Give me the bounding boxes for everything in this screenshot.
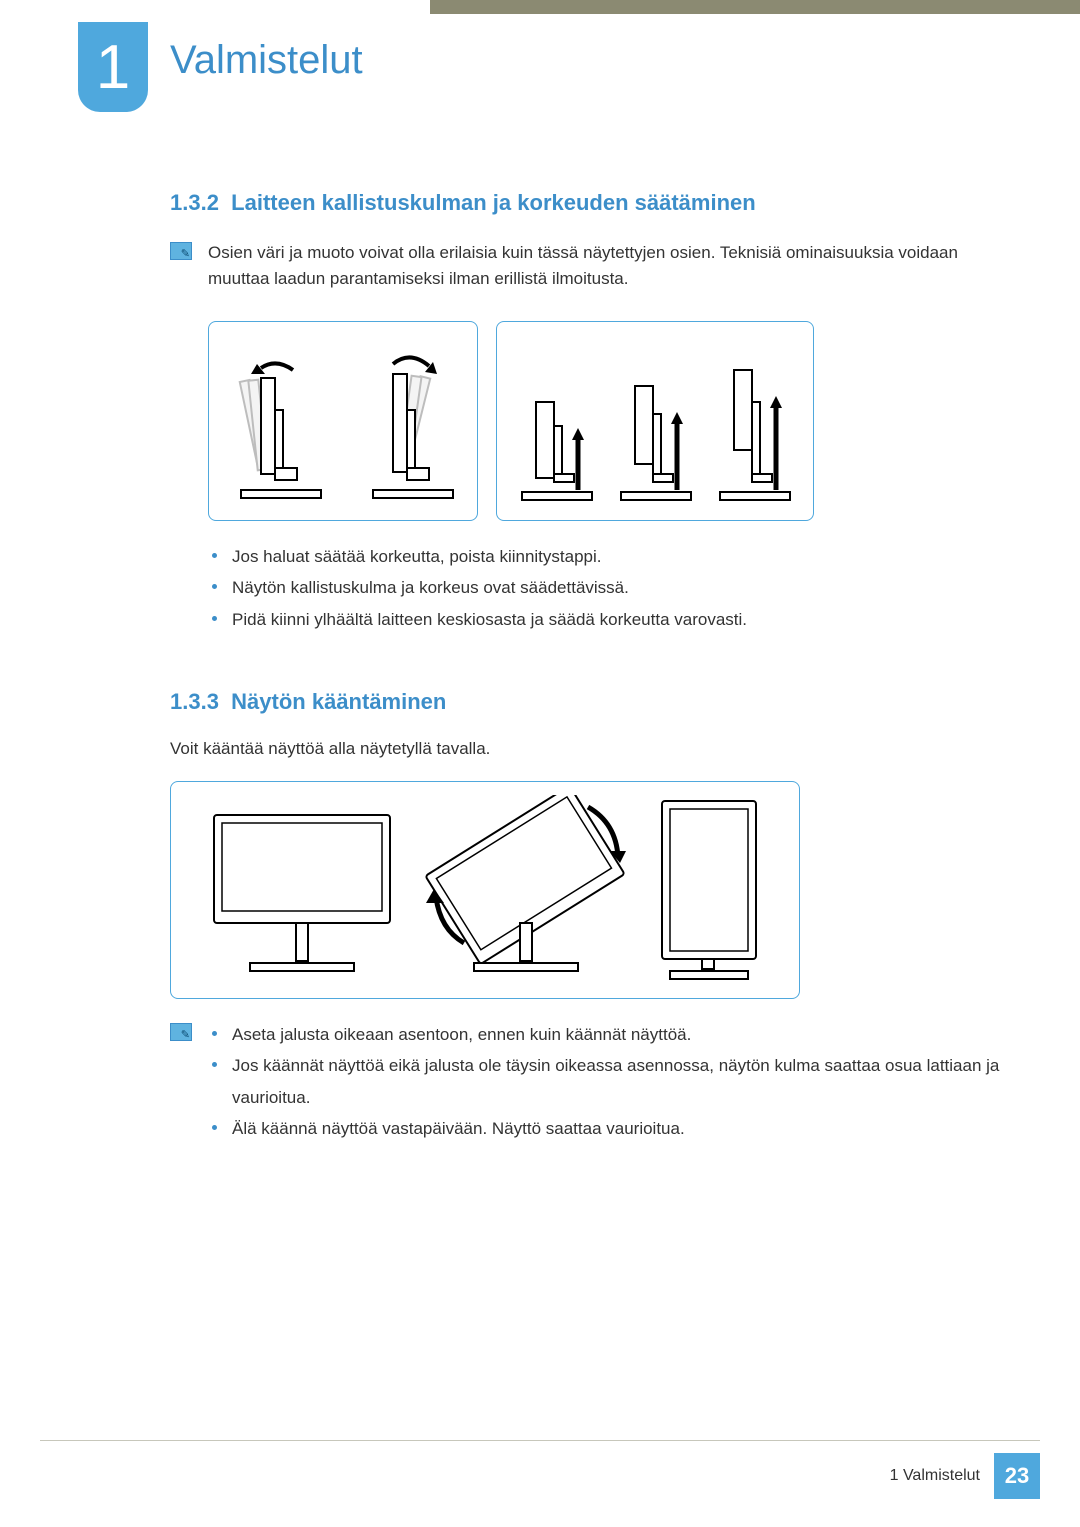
section-num: 1.3.3 — [170, 689, 219, 714]
chapter-number-badge: 1 — [78, 22, 148, 112]
list-item: Aseta jalusta oikeaan asentoon, ennen ku… — [208, 1019, 1000, 1050]
list-item: Jos haluat säätää korkeutta, poista kiin… — [208, 541, 1000, 572]
figure-height — [496, 321, 814, 521]
figure-rotate — [170, 781, 800, 999]
bullet-list-132: Jos haluat säätää korkeutta, poista kiin… — [208, 541, 1000, 635]
height-pos-low-icon — [512, 340, 600, 510]
section-title: Näytön kääntäminen — [231, 689, 446, 714]
figure-row-tilt-height — [208, 321, 1000, 521]
height-pos-high-icon — [710, 340, 798, 510]
bullet-list-133: Aseta jalusta oikeaan asentoon, ennen ku… — [208, 1019, 1000, 1145]
section-intro-133: Voit kääntää näyttöä alla näytetyllä tav… — [170, 739, 1000, 759]
list-item: Älä käännä näyttöä vastapäivään. Näyttö … — [208, 1113, 1000, 1144]
note-block-1: Osien väri ja muoto voivat olla erilaisi… — [170, 240, 1000, 293]
page-content: 1.3.2 Laitteen kallistuskulman ja korkeu… — [170, 190, 1000, 1145]
note-block-2: Aseta jalusta oikeaan asentoon, ennen ku… — [170, 1019, 1000, 1145]
footer-rule — [40, 1440, 1040, 1441]
top-accent-bar — [430, 0, 1080, 14]
figure-tilt — [208, 321, 478, 521]
list-item: Jos käännät näyttöä eikä jalusta ole täy… — [208, 1050, 1000, 1113]
tilt-back-icon — [221, 340, 331, 510]
monitor-portrait-icon — [644, 795, 774, 985]
list-item: Näytön kallistuskulma ja korkeus ovat sä… — [208, 572, 1000, 603]
list-item: Pidä kiinni ylhäältä laitteen keskiosast… — [208, 604, 1000, 635]
section-heading-132: 1.3.2 Laitteen kallistuskulman ja korkeu… — [170, 190, 1000, 216]
note-icon — [170, 242, 192, 260]
monitor-rotating-icon — [420, 795, 630, 985]
note-icon — [170, 1023, 192, 1041]
tilt-forward-icon — [355, 340, 465, 510]
note-text-1: Osien väri ja muoto voivat olla erilaisi… — [208, 240, 1000, 293]
section-title: Laitteen kallistuskulman ja korkeuden sä… — [231, 190, 756, 215]
monitor-landscape-icon — [196, 795, 406, 985]
page-footer: 1 Valmistelut 23 — [890, 1453, 1040, 1499]
footer-page-number: 23 — [1005, 1463, 1029, 1489]
section-num: 1.3.2 — [170, 190, 219, 215]
section-133: 1.3.3 Näytön kääntäminen Voit kääntää nä… — [170, 689, 1000, 1145]
footer-section-label: 1 Valmistelut — [890, 1467, 980, 1485]
footer-page-badge: 23 — [994, 1453, 1040, 1499]
chapter-title: Valmistelut — [170, 38, 363, 83]
chapter-number: 1 — [96, 32, 130, 103]
height-pos-mid-icon — [611, 340, 699, 510]
section-heading-133: 1.3.3 Näytön kääntäminen — [170, 689, 1000, 715]
